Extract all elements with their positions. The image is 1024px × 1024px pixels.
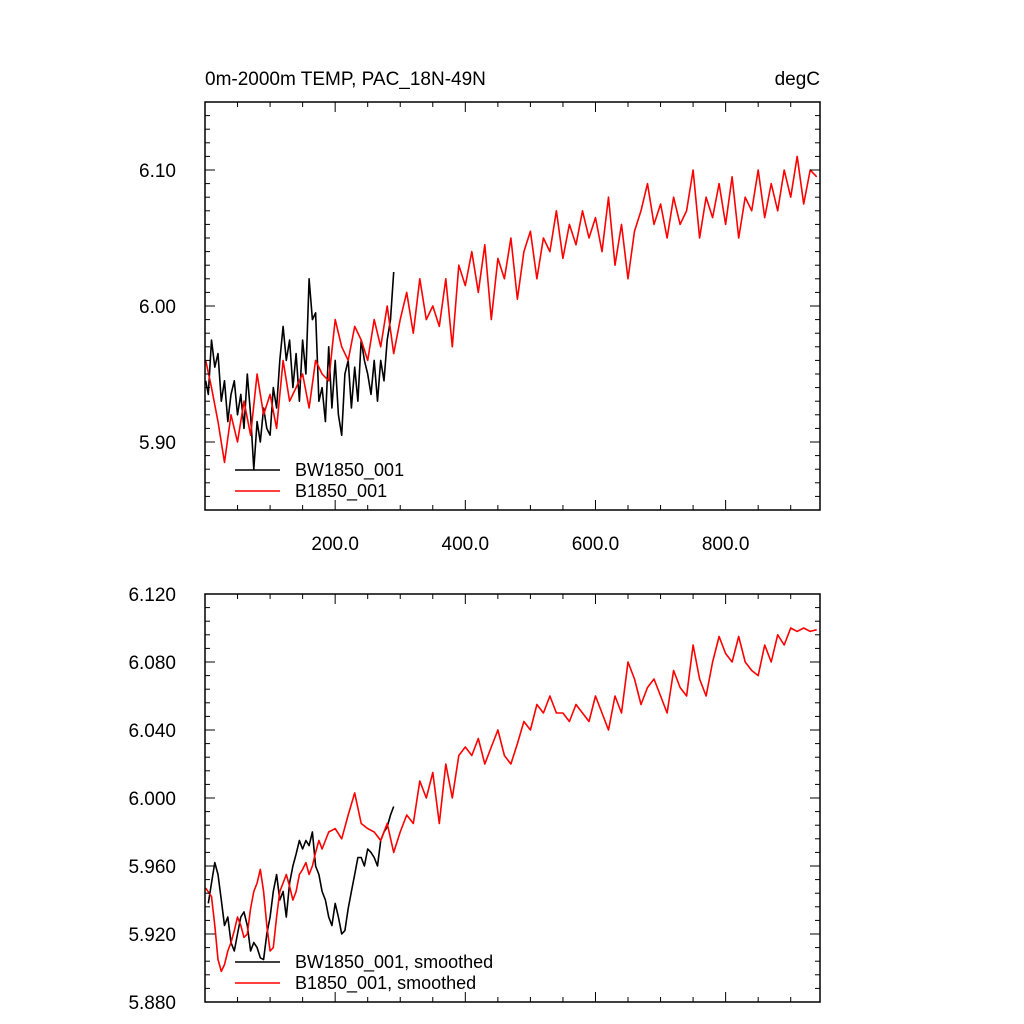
legend-label-bw1850-smoothed: BW1850_001, smoothed [295,952,493,973]
top-y-tick-label: 5.90 [139,433,176,454]
bottom-y-tick-label: 6.080 [128,653,176,674]
panel-top: 0m-2000m TEMP, PAC_18N-49N degC 200.0 400… [139,69,821,555]
units-label: degC [775,69,820,90]
bottom-y-tick-label: 5.880 [128,993,176,1014]
bottom-series-group [205,627,817,973]
top-legend: BW1850_001 B1850_001 [235,460,404,502]
panel-bottom: 5.880 5.920 5.960 6.000 6.040 6.080 6.120 BW18… [128,585,821,1014]
bottom-series-line-bw1850 [207,806,395,961]
legend-label-bw1850: BW1850_001 [295,460,404,481]
bottom-y-tick-label: 6.040 [128,721,176,742]
legend-label-b1850-smoothed: B1850_001, smoothed [295,973,476,994]
legend-label-b1850: B1850_001 [295,481,387,502]
top-x-tick-label: 400.0 [442,534,490,555]
chart-title: 0m-2000m TEMP, PAC_18N-49N [205,69,486,90]
bottom-axes: 5.880 5.920 5.960 6.000 6.040 6.080 6.120 [128,585,820,1014]
top-series-group [205,155,818,471]
bottom-y-tick-label: 5.920 [128,925,176,946]
top-series-line-b1850 [205,155,818,464]
top-y-tick-label: 6.10 [139,161,176,182]
top-x-tick-label: 600.0 [572,534,620,555]
bottom-y-tick-label: 6.120 [128,585,176,606]
bottom-y-tick-label: 6.000 [128,789,176,810]
top-x-tick-label: 200.0 [311,534,359,555]
bottom-y-tick-label: 5.960 [128,857,176,878]
top-y-tick-label: 6.00 [139,297,176,318]
top-x-tick-label: 800.0 [702,534,750,555]
top-axes: 200.0 400.0 600.0 800.0 5.90 6.00 6.10 [139,102,820,555]
bottom-legend: BW1850_001, smoothed B1850_001, smoothed [235,952,493,994]
bottom-series-line-b1850 [205,627,817,973]
top-series-line-bw1850 [205,271,395,471]
